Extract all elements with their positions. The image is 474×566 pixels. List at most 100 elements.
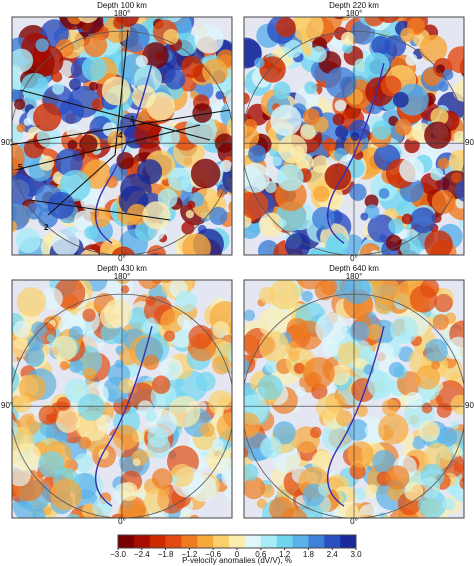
anomaly-patch — [61, 521, 86, 546]
anomaly-patch — [12, 349, 13, 354]
anomaly-patch — [175, 290, 197, 313]
anomaly-patch — [378, 188, 390, 199]
anomaly-patch — [313, 7, 323, 17]
anomaly-patch — [325, 67, 357, 99]
anomaly-patch — [106, 280, 134, 302]
anomaly-patch — [420, 280, 440, 298]
profile-number: 5 — [18, 163, 23, 172]
anomaly-patch — [177, 314, 191, 328]
profile-line — [47, 29, 129, 216]
colorbar-swatch — [324, 535, 341, 548]
anomaly-patch — [466, 85, 474, 110]
anomaly-patch — [470, 78, 474, 105]
anomaly-patch — [209, 206, 228, 226]
anomaly-patch — [367, 371, 395, 399]
anomaly-patch — [188, 324, 213, 350]
anomaly-patch — [364, 484, 379, 499]
anomaly-patch — [164, 68, 186, 90]
colorbar-swatch — [133, 535, 151, 548]
anomaly-patch — [228, 200, 232, 214]
anomaly-patch — [83, 367, 96, 380]
colorbar-tick-label: 0.6 — [255, 550, 267, 559]
anomaly-patch — [381, 399, 399, 416]
anomaly-patch — [346, 419, 369, 441]
colorbar-swatch — [118, 535, 135, 548]
anomaly-patch — [170, 463, 194, 488]
anomaly-patch — [98, 448, 109, 460]
ridge — [94, 325, 153, 507]
anomaly-patch — [259, 56, 286, 83]
anomaly-patch — [469, 152, 474, 171]
panel-frame — [11, 16, 233, 256]
anomaly-patch — [390, 316, 419, 345]
anomaly-patch — [244, 463, 259, 482]
anomaly-patch — [132, 84, 156, 109]
anomaly-patch — [311, 155, 330, 174]
anomaly-patch — [151, 468, 173, 489]
anomaly-patch — [120, 285, 130, 294]
anomaly-patch — [119, 482, 139, 501]
anomaly-patch — [463, 475, 464, 482]
anomaly-patch — [0, 351, 3, 380]
anomaly-patch — [110, 513, 125, 518]
anomaly-patch — [73, 453, 94, 473]
anomaly-patch — [278, 134, 308, 164]
anomaly-patch — [329, 364, 351, 386]
anomaly-patch — [378, 413, 409, 445]
anomaly-patch — [39, 155, 55, 171]
colorbar-swatch — [197, 535, 214, 548]
anomaly-patch — [132, 458, 141, 467]
anomaly-patch — [142, 42, 169, 69]
anomaly-patch — [431, 190, 456, 214]
anomaly-patch — [119, 378, 135, 394]
anomaly-patch — [342, 280, 372, 305]
anomaly-patch — [220, 159, 232, 173]
anomaly-patch — [15, 228, 41, 254]
anomaly-patch — [285, 233, 311, 255]
anomaly-patch — [447, 336, 464, 360]
anomaly-patch — [304, 271, 312, 279]
anomaly-patch — [264, 358, 280, 374]
anomaly-patch — [371, 280, 401, 305]
anomaly-patch — [467, 173, 474, 184]
anomaly-patch — [466, 69, 474, 89]
anomaly-patch — [260, 436, 283, 459]
map-panel — [0, 280, 232, 546]
anomaly-patch — [421, 402, 433, 414]
anomaly-patch — [442, 497, 456, 511]
colorbar-tick-label: 1.2 — [279, 550, 291, 559]
ridge — [94, 62, 153, 244]
anomaly-patch — [89, 81, 99, 91]
anomaly-patch — [190, 158, 221, 189]
anomaly-patch — [364, 194, 379, 209]
side-label: 90° — [1, 138, 13, 147]
anomaly-patch — [459, 476, 464, 490]
anomaly-patch — [143, 354, 159, 371]
anomaly-patch — [134, 120, 163, 150]
anomaly-patch — [335, 125, 349, 139]
anomaly-patch — [0, 331, 11, 359]
profile-line — [9, 109, 231, 146]
anomaly-patch — [67, 17, 83, 25]
anomaly-patch — [160, 308, 185, 334]
profile-number: 3 — [130, 115, 135, 124]
anomaly-patch — [268, 280, 300, 310]
anomaly-patch — [31, 321, 47, 337]
anomaly-patch — [195, 371, 216, 392]
anomaly-patch — [453, 130, 464, 144]
anomaly-patch — [257, 374, 283, 401]
anomaly-patch — [12, 48, 34, 73]
anomaly-patch — [378, 17, 400, 24]
anomaly-patch — [0, 159, 7, 179]
anomaly-patch — [212, 355, 232, 375]
anomaly-patch — [244, 357, 250, 377]
anomaly-patch — [202, 58, 228, 85]
anomaly-patch — [0, 436, 9, 446]
anomaly-patch — [384, 258, 395, 269]
anomaly-patch — [424, 338, 449, 363]
anomaly-patch — [0, 103, 4, 116]
anomaly-patch — [270, 104, 302, 137]
anomaly-patch — [68, 358, 83, 373]
anomaly-patch — [84, 225, 98, 240]
anomaly-patch — [354, 58, 368, 72]
